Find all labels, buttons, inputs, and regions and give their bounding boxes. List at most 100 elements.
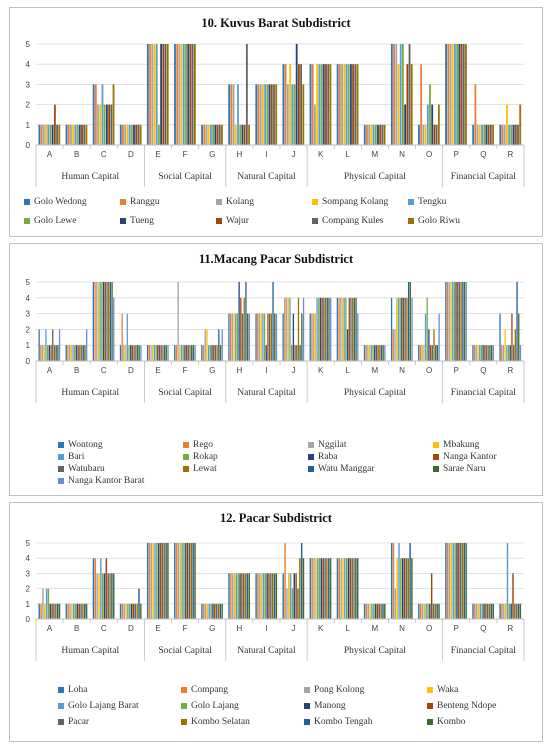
bar xyxy=(454,44,456,145)
bar xyxy=(324,558,326,619)
x-tick-label: N xyxy=(399,150,405,159)
legend-swatch xyxy=(308,442,314,448)
bar xyxy=(488,603,491,619)
bar xyxy=(379,124,382,145)
bar xyxy=(109,282,112,361)
bar xyxy=(255,573,257,619)
bar xyxy=(462,282,464,361)
x-tick-label: F xyxy=(183,150,188,159)
bar xyxy=(508,124,511,145)
bar xyxy=(321,297,323,361)
bar xyxy=(181,543,183,619)
bar xyxy=(124,345,127,361)
bar xyxy=(372,124,375,145)
bar xyxy=(506,104,508,145)
bar xyxy=(202,345,205,361)
bar xyxy=(487,603,489,619)
bar xyxy=(289,573,292,619)
bar xyxy=(239,124,242,145)
x-tick-label: E xyxy=(155,624,160,633)
legend-swatch xyxy=(181,703,187,709)
bar xyxy=(502,345,505,361)
bar xyxy=(384,603,386,619)
chart-title: 10. Kuvus Barat Subdistrict xyxy=(201,16,351,30)
bar xyxy=(206,329,208,361)
legend-label: Golo Riwu xyxy=(418,216,460,226)
bar xyxy=(374,603,377,619)
bar xyxy=(167,543,169,619)
bar xyxy=(291,345,293,361)
legend-item: Benteng Ndope xyxy=(427,701,496,711)
y-tick-label: 5 xyxy=(26,40,31,49)
bar xyxy=(482,345,484,361)
bar xyxy=(187,44,190,145)
bar xyxy=(437,104,440,145)
group-label: Human Capital xyxy=(61,172,119,182)
bar xyxy=(268,84,271,145)
bar xyxy=(451,44,454,145)
bar xyxy=(136,345,139,361)
bar xyxy=(84,345,86,361)
y-tick-label: 2 xyxy=(26,585,31,594)
bar xyxy=(397,297,400,361)
bar xyxy=(150,543,153,619)
bar xyxy=(241,313,244,361)
bar xyxy=(352,297,354,361)
bar xyxy=(517,603,520,619)
group-label: Physical Capital xyxy=(344,388,406,398)
chart-svg: 0 1 2 3 4 5 A B C D E F G H I J K L M N O P Q R Human Capital Soc… xyxy=(26,40,525,187)
bar xyxy=(45,329,47,361)
bar xyxy=(69,603,71,619)
x-tick-label: R xyxy=(508,366,514,375)
bar xyxy=(448,282,450,361)
bar xyxy=(490,345,493,361)
bar xyxy=(80,345,83,361)
bar xyxy=(371,603,373,619)
bar xyxy=(289,64,291,145)
bar xyxy=(336,297,339,361)
bar xyxy=(449,44,452,145)
legend-label: Kombo Selatan xyxy=(191,717,250,727)
bar xyxy=(97,104,99,145)
bar xyxy=(363,603,366,619)
legend-swatch xyxy=(408,218,414,224)
bar xyxy=(515,603,518,619)
legend-swatch xyxy=(181,687,187,693)
legend-label: Tueng xyxy=(130,216,154,226)
bar xyxy=(98,573,100,619)
bar xyxy=(284,297,286,361)
bar xyxy=(55,345,57,361)
bar xyxy=(160,345,162,361)
bar xyxy=(83,124,86,145)
legend-item: Nanga Kantor Barat xyxy=(58,476,145,486)
legend-item: Ranggu xyxy=(120,197,160,207)
bar xyxy=(427,603,429,619)
bar xyxy=(288,573,290,619)
y-tick-label: 0 xyxy=(26,357,31,366)
bar xyxy=(270,84,273,145)
group-label: Natural Capital xyxy=(237,172,296,182)
bar xyxy=(400,558,402,619)
bar xyxy=(329,64,332,145)
bar xyxy=(67,124,70,145)
bar xyxy=(485,345,488,361)
bar xyxy=(463,543,466,619)
legend-item: Golo Lajang xyxy=(181,701,239,711)
bar xyxy=(272,282,274,361)
bar xyxy=(163,345,166,361)
bar xyxy=(234,124,237,145)
bar xyxy=(47,124,50,145)
bar xyxy=(284,64,287,145)
bar xyxy=(193,44,196,145)
legend-item: Tengku xyxy=(408,197,446,207)
bar xyxy=(92,282,95,361)
bar xyxy=(286,84,289,145)
x-tick-label: D xyxy=(128,366,134,375)
legend-item: Lewat xyxy=(183,464,217,474)
bar xyxy=(218,329,220,361)
bar xyxy=(346,329,349,361)
bar xyxy=(396,297,398,361)
bar xyxy=(243,297,245,361)
bar xyxy=(167,345,169,361)
bar xyxy=(519,345,522,361)
